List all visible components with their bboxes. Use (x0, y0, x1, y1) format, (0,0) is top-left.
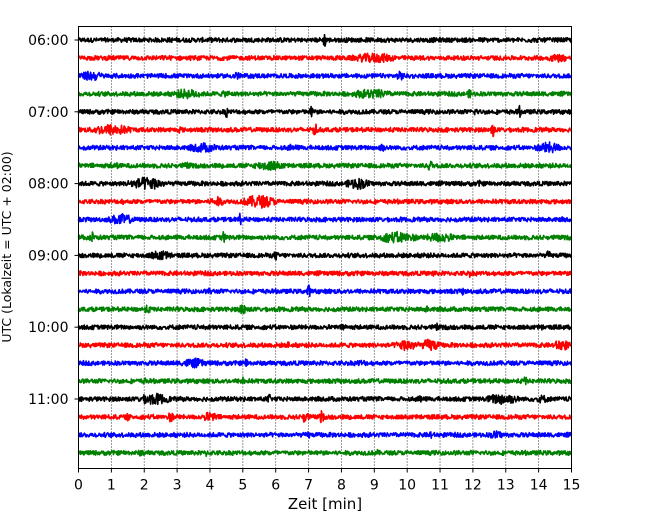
x-tick-label: 10 (398, 478, 416, 494)
trace-row-18 (77, 357, 573, 369)
trace-row-8 (78, 176, 573, 191)
trace-row-11 (77, 230, 573, 244)
trace-rows (77, 33, 573, 458)
trace-row-12 (77, 250, 573, 261)
trace-row-9 (77, 194, 573, 209)
x-tick-label: 7 (304, 478, 313, 494)
trace-row-3 (77, 88, 573, 100)
trace-row-16 (77, 322, 573, 332)
x-tick-label: 1 (107, 478, 116, 494)
x-tick-label: 0 (74, 478, 83, 494)
trace-row-21 (78, 410, 573, 424)
trace-row-17 (78, 338, 572, 352)
x-axis-label: Zeit [min] (288, 495, 362, 513)
trace-row-5 (77, 123, 573, 138)
x-tick-label: 15 (563, 478, 581, 494)
trace-row-22 (77, 430, 573, 440)
trace-row-19 (77, 376, 572, 386)
trace-row-1 (77, 52, 572, 64)
trace-row-20 (77, 392, 573, 406)
x-tick-label: 5 (238, 478, 247, 494)
trace-row-2 (77, 70, 573, 82)
trace-row-23 (77, 448, 573, 458)
x-tick-label: 4 (206, 478, 215, 494)
x-tick-label: 3 (173, 478, 182, 494)
trace-row-6 (77, 141, 573, 154)
y-axis-ticks: 06:00 07:00 08:00 09:00 10:00 11:00 (28, 33, 79, 408)
x-tick-label: 8 (337, 478, 346, 494)
y-tick-label: 07:00 (28, 105, 68, 121)
y-tick-label: 08:00 (28, 177, 68, 193)
x-tick-label: 9 (370, 478, 379, 494)
trace-row-13 (77, 270, 573, 279)
trace-row-15 (77, 304, 573, 315)
y-axis-label: UTC (Lokalzeit = UTC + 02:00) (0, 151, 14, 342)
y-tick-label: 06:00 (28, 33, 68, 49)
trace-row-14 (77, 284, 573, 298)
x-tick-label: 11 (431, 478, 449, 494)
x-axis-ticks: 0 1 2 3 4 5 6 7 8 9 10 11 12 13 14 15 (74, 468, 581, 494)
trace-row-10 (77, 212, 573, 226)
x-tick-label: 13 (497, 478, 515, 494)
y-tick-label: 09:00 (28, 248, 68, 264)
trace-row-4 (77, 104, 573, 119)
y-tick-label: 11:00 (28, 392, 68, 408)
y-tick-label: 10:00 (28, 320, 68, 336)
x-tick-label: 12 (464, 478, 482, 494)
x-tick-label: 2 (140, 478, 149, 494)
trace-row-0 (77, 33, 573, 48)
trace-row-7 (77, 160, 573, 172)
plot-frame (78, 26, 572, 469)
x-tick-label: 14 (530, 478, 548, 494)
x-tick-label: 6 (271, 478, 280, 494)
